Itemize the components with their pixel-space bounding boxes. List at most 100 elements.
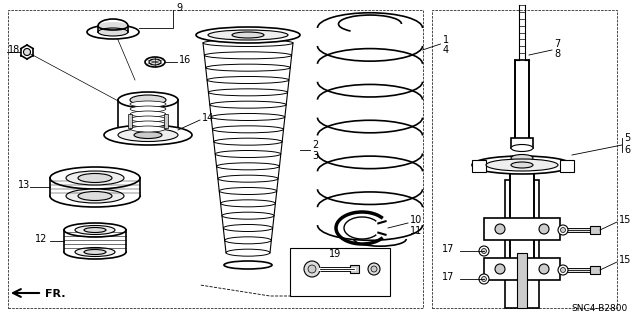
Bar <box>350 265 359 273</box>
Ellipse shape <box>209 89 287 96</box>
Bar <box>50 178 140 196</box>
Ellipse shape <box>78 174 112 182</box>
Ellipse shape <box>98 28 128 36</box>
Text: 15: 15 <box>619 255 632 265</box>
Bar <box>515 60 529 145</box>
Ellipse shape <box>130 101 166 107</box>
Text: 15: 15 <box>619 215 632 225</box>
Bar <box>118 100 178 135</box>
Ellipse shape <box>210 101 286 108</box>
Ellipse shape <box>220 188 276 195</box>
Text: 16: 16 <box>179 55 191 65</box>
Circle shape <box>495 264 505 274</box>
Circle shape <box>539 264 549 274</box>
Text: 19: 19 <box>329 249 341 259</box>
Ellipse shape <box>221 200 275 207</box>
Text: 5: 5 <box>624 133 630 143</box>
Ellipse shape <box>472 156 572 174</box>
Ellipse shape <box>214 138 282 145</box>
Bar <box>590 226 600 234</box>
Bar <box>290 248 390 296</box>
Ellipse shape <box>84 227 106 233</box>
Ellipse shape <box>118 129 178 142</box>
Bar <box>510 165 534 260</box>
Ellipse shape <box>486 159 558 171</box>
Ellipse shape <box>511 154 533 161</box>
Text: 1: 1 <box>442 35 449 45</box>
Bar <box>511 138 533 148</box>
Circle shape <box>558 265 568 275</box>
Ellipse shape <box>118 92 178 108</box>
Circle shape <box>304 261 320 277</box>
Ellipse shape <box>64 223 126 237</box>
Bar <box>128 114 132 128</box>
Circle shape <box>561 227 566 233</box>
Ellipse shape <box>131 111 166 117</box>
Ellipse shape <box>511 145 533 152</box>
Text: 11: 11 <box>410 226 422 236</box>
Bar <box>8 10 423 308</box>
Bar <box>472 160 486 172</box>
Ellipse shape <box>232 32 264 38</box>
Circle shape <box>479 274 489 284</box>
Ellipse shape <box>225 237 271 244</box>
Ellipse shape <box>50 185 140 207</box>
Ellipse shape <box>203 40 293 47</box>
Ellipse shape <box>212 126 284 133</box>
Text: FR.: FR. <box>45 289 65 299</box>
Ellipse shape <box>104 125 192 145</box>
Circle shape <box>308 265 316 273</box>
Circle shape <box>371 266 377 272</box>
Circle shape <box>558 225 568 235</box>
Ellipse shape <box>196 27 300 43</box>
Circle shape <box>561 268 566 272</box>
Ellipse shape <box>204 52 292 59</box>
Bar <box>432 10 617 308</box>
Ellipse shape <box>75 248 115 256</box>
Ellipse shape <box>134 131 162 138</box>
Ellipse shape <box>131 126 165 132</box>
Text: 6: 6 <box>624 145 630 155</box>
Text: SNC4-B2800: SNC4-B2800 <box>572 304 628 313</box>
Bar <box>484 218 560 240</box>
Bar <box>64 230 126 252</box>
Text: 9: 9 <box>176 3 182 13</box>
Text: 3: 3 <box>312 151 318 161</box>
Text: 18: 18 <box>8 45 20 55</box>
Ellipse shape <box>50 167 140 189</box>
Ellipse shape <box>87 25 139 39</box>
Text: 14: 14 <box>202 113 214 123</box>
Circle shape <box>495 224 505 234</box>
Text: 17: 17 <box>442 272 454 282</box>
Circle shape <box>479 246 489 256</box>
Circle shape <box>481 249 486 254</box>
Bar <box>484 258 560 280</box>
Ellipse shape <box>131 116 166 122</box>
Ellipse shape <box>75 226 115 234</box>
Bar <box>164 114 168 128</box>
Circle shape <box>368 263 380 275</box>
Text: 17: 17 <box>442 244 454 254</box>
Ellipse shape <box>78 191 112 201</box>
Bar <box>517 253 527 308</box>
Ellipse shape <box>222 212 274 219</box>
Text: 2: 2 <box>312 140 318 150</box>
Circle shape <box>481 277 486 281</box>
Ellipse shape <box>130 95 166 105</box>
Ellipse shape <box>511 162 533 168</box>
Ellipse shape <box>207 77 289 84</box>
Ellipse shape <box>226 249 270 256</box>
Text: 8: 8 <box>554 49 560 59</box>
Ellipse shape <box>215 151 281 158</box>
Ellipse shape <box>510 162 534 168</box>
Ellipse shape <box>211 114 285 121</box>
Circle shape <box>539 224 549 234</box>
Bar <box>590 266 600 274</box>
Ellipse shape <box>205 64 291 71</box>
Ellipse shape <box>224 261 272 269</box>
Ellipse shape <box>64 245 126 259</box>
Ellipse shape <box>98 22 128 30</box>
Text: 7: 7 <box>554 39 560 49</box>
Ellipse shape <box>149 59 161 65</box>
Ellipse shape <box>84 249 106 255</box>
